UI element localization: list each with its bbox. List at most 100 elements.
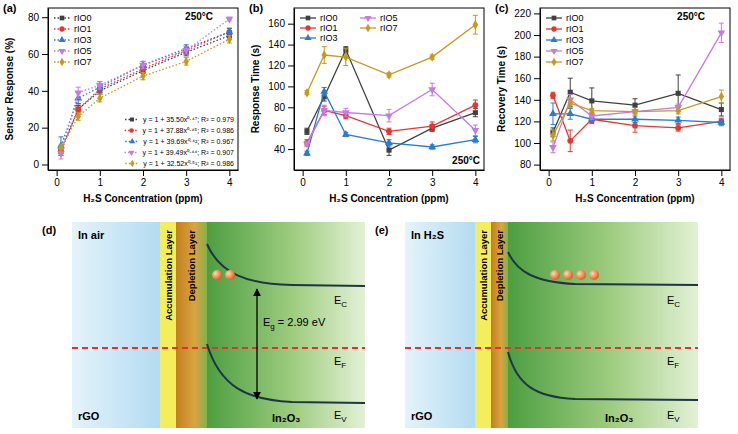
marker (97, 93, 102, 102)
legend-label: rIO3 (320, 33, 338, 43)
tick: 180 (514, 51, 540, 62)
tick-mark (42, 91, 48, 92)
y-axis: 020406080 (28, 9, 49, 171)
fermi-label: EF (334, 355, 346, 370)
marker (304, 88, 309, 97)
error-bar (568, 130, 573, 152)
marker (674, 116, 682, 123)
tick: 4 (473, 170, 479, 188)
electron (550, 270, 560, 280)
panel: 01234020406080rIO0rIO1rIO3rIO5rIO7y = 1 … (28, 8, 239, 188)
tick-label: 40 (28, 86, 40, 97)
tick: 80 (28, 12, 48, 23)
valence-band (508, 352, 698, 400)
tick: 60 (274, 123, 294, 134)
legend-label: rIO1 (566, 24, 584, 34)
tick-label: 80 (274, 102, 286, 113)
tick-mark (229, 170, 230, 176)
tick: 0 (33, 159, 48, 170)
material-label: rGO (411, 410, 433, 422)
legend: rIO0rIO1rIO3rIO5rIO7 (54, 13, 92, 67)
legend-marker (551, 58, 556, 67)
fermi-label: EF (667, 355, 679, 370)
marker (303, 142, 311, 149)
error-bar (719, 90, 724, 103)
marker (385, 113, 393, 120)
depletion-region (176, 222, 207, 428)
legend: rIO0rIO1rIO3rIO5rIO7 (546, 13, 584, 67)
panel-label: (d) (42, 224, 56, 236)
marker (473, 20, 478, 29)
x-axis-title: H₂S Concentration (ppm) (575, 193, 694, 204)
legend-marker (60, 16, 65, 21)
tick: 80 (520, 159, 540, 170)
tick-mark (475, 170, 476, 176)
tick-mark (143, 170, 144, 176)
marker (342, 130, 350, 137)
electron (225, 270, 235, 280)
legend-label: rIO5 (380, 13, 398, 23)
marker (76, 107, 81, 112)
tick-label: 100 (268, 81, 285, 92)
material-label: rGO (78, 410, 100, 422)
tick-label: 1 (344, 177, 350, 188)
tick-mark (635, 170, 636, 176)
tick: 120 (514, 116, 540, 127)
legend-marker (305, 25, 310, 30)
legend-entry: rIO7 (54, 57, 92, 67)
marks (549, 23, 725, 153)
tick-mark (534, 78, 540, 79)
series-line (307, 50, 475, 150)
tick: 220 (514, 8, 540, 19)
annotation: 250°C (185, 11, 213, 22)
marker (589, 98, 594, 103)
legend-marker (551, 26, 556, 31)
electron (589, 270, 599, 280)
fit-equation: y = 1 + 37.88x⁰·⁴⁵; R² = 0.986 (143, 127, 234, 135)
marker (320, 87, 328, 94)
tick: 0 (54, 170, 60, 188)
legend-label: rIO7 (74, 57, 92, 67)
material-label: In₂O₃ (605, 412, 633, 424)
fit-legend-marker (130, 118, 134, 122)
legend-label: rIO0 (320, 13, 338, 23)
band-diagram: Accumulation LayerDepletion LayerEg = 2.… (72, 222, 365, 428)
panel: 0123480100120140160180200220rIO0rIO1rIO3… (514, 8, 730, 188)
marker (75, 112, 80, 121)
legend-entry: rIO5 (360, 13, 398, 23)
tick-label: 0 (546, 177, 552, 188)
error-bar (322, 47, 327, 64)
marker (227, 35, 232, 44)
marker (75, 106, 81, 112)
axis-line (48, 9, 49, 171)
marker (304, 129, 309, 134)
tick-mark (288, 107, 294, 108)
legend-entry: rIO5 (54, 46, 92, 56)
marker (386, 70, 391, 79)
x-axis: 01234 (541, 170, 731, 188)
error-bar (568, 99, 573, 108)
tick: 4 (227, 170, 233, 188)
tick-mark (186, 170, 187, 176)
tick-mark (288, 24, 294, 25)
y-axis-title: Sensor Response (%) (4, 38, 15, 141)
marker (717, 118, 725, 125)
legend-entry: rIO5 (546, 46, 584, 56)
tick-mark (534, 100, 540, 101)
legend-entry: rIO0 (546, 13, 584, 23)
annotation: 250°C (677, 11, 705, 22)
marker (225, 17, 233, 24)
legend-label: rIO5 (566, 46, 584, 56)
marker (320, 108, 328, 115)
tick-mark (288, 86, 294, 87)
marker (182, 48, 190, 55)
tick: 1 (344, 170, 350, 188)
tick: 1 (590, 170, 596, 188)
tick-mark (42, 17, 48, 18)
tick-label: 3 (184, 177, 190, 188)
fit-legend-marker (129, 128, 134, 133)
legend-entry: rIO1 (54, 24, 92, 34)
tick-mark (346, 170, 347, 176)
tick-label: 60 (28, 49, 40, 60)
tick-label: 100 (514, 138, 531, 149)
